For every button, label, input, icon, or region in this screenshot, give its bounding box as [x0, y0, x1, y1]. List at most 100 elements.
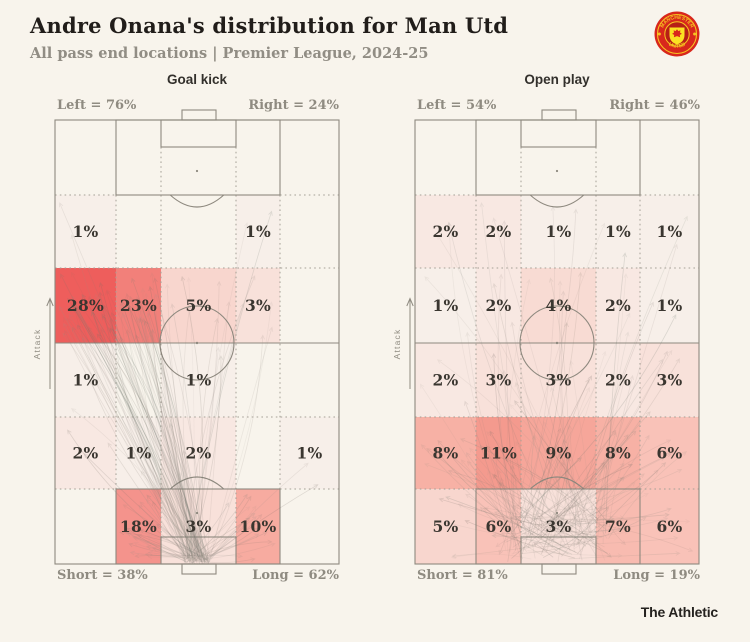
pass-line: [559, 452, 592, 533]
pass-line: [89, 379, 210, 563]
pass-line: [547, 350, 607, 551]
pass-line: [91, 310, 192, 563]
pass-line: [125, 292, 203, 561]
zone-label: 2%: [432, 371, 458, 390]
pass-line: [110, 311, 204, 564]
pass-line: [132, 535, 186, 561]
pass-line: [152, 500, 188, 558]
pass-line: [553, 513, 581, 528]
pass-line: [135, 295, 185, 555]
pass-line: [544, 473, 645, 542]
pass-line: [513, 505, 608, 554]
zone-cell: [55, 268, 116, 343]
top-penalty-spot: [555, 169, 559, 173]
pass-line: [140, 309, 191, 559]
pass-line: [594, 374, 634, 533]
goal-kick-long-share-label: Long = 62%: [252, 568, 339, 583]
pass-line: [459, 438, 607, 530]
pass-line: [528, 445, 569, 539]
pass-line: [140, 287, 187, 559]
pass-line: [608, 523, 627, 545]
pass-line: [560, 290, 583, 561]
pass-line: [505, 278, 531, 554]
pass-lines: [58, 202, 319, 565]
pass-line: [545, 452, 563, 552]
top-six-yard-box: [520, 119, 597, 148]
pass-line: [528, 271, 583, 548]
pass-line: [602, 331, 630, 544]
pass-line: [120, 300, 205, 564]
pass-line: [534, 512, 670, 526]
pass-line: [145, 498, 195, 558]
crest-dot-right: [693, 32, 697, 36]
zone-cell: [415, 195, 476, 268]
zone-label: 3%: [545, 371, 571, 390]
zone-label: 2%: [605, 296, 631, 315]
pass-line: [420, 444, 514, 533]
open-play-pitch: 2% 2% 1% 1% 1% 1% 2% 4% 2% 1% 2% 3% 3% 2% 3% 8% 11% 9% 8% 6…: [392, 109, 700, 575]
pass-line: [479, 202, 536, 559]
pass-line: [62, 332, 199, 561]
zone-label: 8%: [432, 444, 458, 463]
pass-line: [148, 285, 189, 560]
zone-label: 6%: [656, 517, 682, 536]
pass-line: [125, 527, 188, 563]
pitch-markings: [414, 109, 700, 575]
man-utd-crest: MANCHESTER UNITED: [654, 11, 700, 57]
pass-line: [552, 386, 590, 518]
pass-line: [147, 554, 197, 560]
pass-line: [128, 542, 192, 557]
zone-grid: [55, 147, 339, 537]
pass-line: [466, 452, 559, 545]
pass-line: [561, 349, 673, 543]
zone-cell: [415, 343, 476, 417]
pass-line: [150, 272, 190, 557]
pass-line: [146, 535, 188, 564]
pass-line: [148, 332, 189, 559]
pitch-title-goal-kick: Goal kick: [166, 72, 228, 87]
zone-label: 1%: [72, 222, 98, 241]
zone-label: 8%: [605, 444, 631, 463]
pass-line: [70, 408, 203, 558]
pass-line: [557, 280, 575, 552]
open-play-short-share-label: Short = 81%: [417, 568, 508, 583]
pass-line: [437, 439, 508, 522]
zone-fills: [55, 195, 339, 564]
pass-line: [127, 304, 191, 563]
zone-cell: [236, 268, 280, 343]
pass-line: [199, 554, 205, 564]
pass-line: [485, 445, 595, 540]
pass-line: [587, 469, 659, 518]
pass-line: [73, 306, 195, 564]
pass-line: [565, 431, 617, 537]
pass-line: [497, 273, 516, 540]
zone-label: 1%: [245, 222, 271, 241]
zone-label: 28%: [67, 296, 104, 315]
pass-line: [497, 469, 514, 546]
zone-cell: [476, 195, 521, 268]
page-subtitle: All pass end locations | Premier League,…: [30, 45, 429, 62]
pass-line: [146, 305, 196, 559]
pass-line: [186, 502, 230, 559]
pass-line: [202, 514, 263, 560]
zone-cell: [55, 343, 116, 417]
pass-line: [521, 321, 569, 555]
pass-line: [527, 550, 623, 558]
zone-label: 2%: [432, 222, 458, 241]
zone-cell: [236, 489, 280, 564]
attack-arrow-head: [46, 297, 54, 307]
centre-circle: [159, 305, 235, 381]
pass-line: [76, 324, 206, 564]
zone-label: 1%: [432, 296, 458, 315]
pass-line: [106, 326, 186, 557]
pass-line: [60, 273, 209, 564]
pass-line: [551, 443, 559, 550]
top-penalty-arc: [169, 194, 225, 208]
zone-label: 1%: [125, 444, 151, 463]
pass-line: [209, 512, 256, 560]
pass-line: [500, 531, 568, 537]
pass-line: [139, 501, 189, 561]
open-play-long-share-label: Long = 19%: [613, 568, 700, 583]
goal-kick-pitch: 1% 1% 28% 23% 5% 3% 1% 1% 2% 1% 2% 1% 18% 3% 10% Attack: [32, 109, 340, 575]
pass-line: [519, 527, 623, 550]
